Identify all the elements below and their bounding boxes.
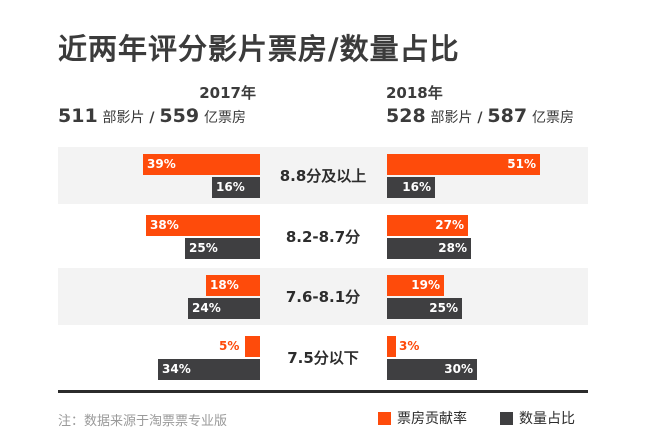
year-header-2018: 2018年 528 部影片 / 587 亿票房 [386,82,574,127]
legend-label: 数量占比 [519,411,575,427]
data-label-2018: 30% [444,361,473,376]
box-office-total: 587 [487,105,528,127]
data-label-2017: 25% [189,240,218,255]
stats-separator: / [477,110,483,126]
data-label-2017: 39% [147,157,176,171]
count-bar-2018 [387,358,477,380]
row-band [58,268,588,325]
year-label: 2017年 [199,84,256,102]
data-label-2018: 51% [507,157,536,171]
data-label-2018: 19% [411,278,440,292]
box-office-label: 亿票房 [203,110,246,126]
data-label-2018: 25% [429,301,458,315]
count-bar-2018 [387,177,435,198]
data-label-2017: 38% [150,217,179,232]
data-label-2018: 16% [402,180,431,194]
source-note: 注：数据来源于淘票票专业版 [58,414,228,429]
film-count: 528 [386,105,426,127]
film-count-label: 部影片 [102,110,145,126]
count-bar-2018 [387,298,462,319]
data-label-2018: 27% [435,217,464,232]
legend-swatch-gray [500,411,513,425]
data-label-2017: 24% [192,301,221,315]
box-office-bar-2017 [143,154,260,175]
box-office-bar-2018 [387,154,540,175]
category-label: 7.5分以下 [287,348,359,367]
category-label: 8.2-8.7分 [285,227,361,246]
count-bar-2017 [185,237,260,259]
legend-item-box-office: 票房贡献率 [378,408,467,428]
count-bar-2017 [158,358,260,380]
box-office-bar-2017 [206,275,260,296]
box-office-bar-2017 [245,335,260,357]
legend-swatch-orange [378,411,391,425]
box-office-bar-2018 [387,275,444,296]
category-label: 8.8分及以上 [279,167,367,185]
year-stats: 511 部影片 / 559 亿票房 [58,105,256,127]
count-bar-2018 [387,237,471,259]
box-office-label: 亿票房 [531,110,574,126]
data-label-2017: 16% [216,180,245,194]
stats-separator: / [149,110,155,126]
box-office-total: 559 [159,105,200,127]
legend-item-count: 数量占比 [500,408,575,428]
year-label: 2018年 [386,84,443,102]
category-label: 7.6-8.1分 [285,288,361,306]
film-count: 511 [58,105,98,127]
count-bar-2017 [212,177,260,198]
year-stats: 528 部影片 / 587 亿票房 [386,105,574,127]
data-label-2017: 34% [162,361,191,376]
legend-label: 票房贡献率 [397,411,467,427]
chart-title: 近两年评分影片票房/数量占比 [58,32,460,66]
year-header-2017: 2017年 511 部影片 / 559 亿票房 [58,82,256,127]
data-label-2018: 28% [438,240,467,255]
data-label-2017: 18% [210,278,239,292]
box-office-bar-2018 [387,214,468,236]
box-office-bar-2017 [146,214,260,236]
data-label-2018: 3% [399,338,420,353]
count-bar-2017 [188,298,260,319]
data-label-2017: 5% [219,338,240,353]
box-office-bar-2018 [387,335,396,357]
baseline-divider [58,390,588,393]
film-count-label: 部影片 [430,110,473,126]
